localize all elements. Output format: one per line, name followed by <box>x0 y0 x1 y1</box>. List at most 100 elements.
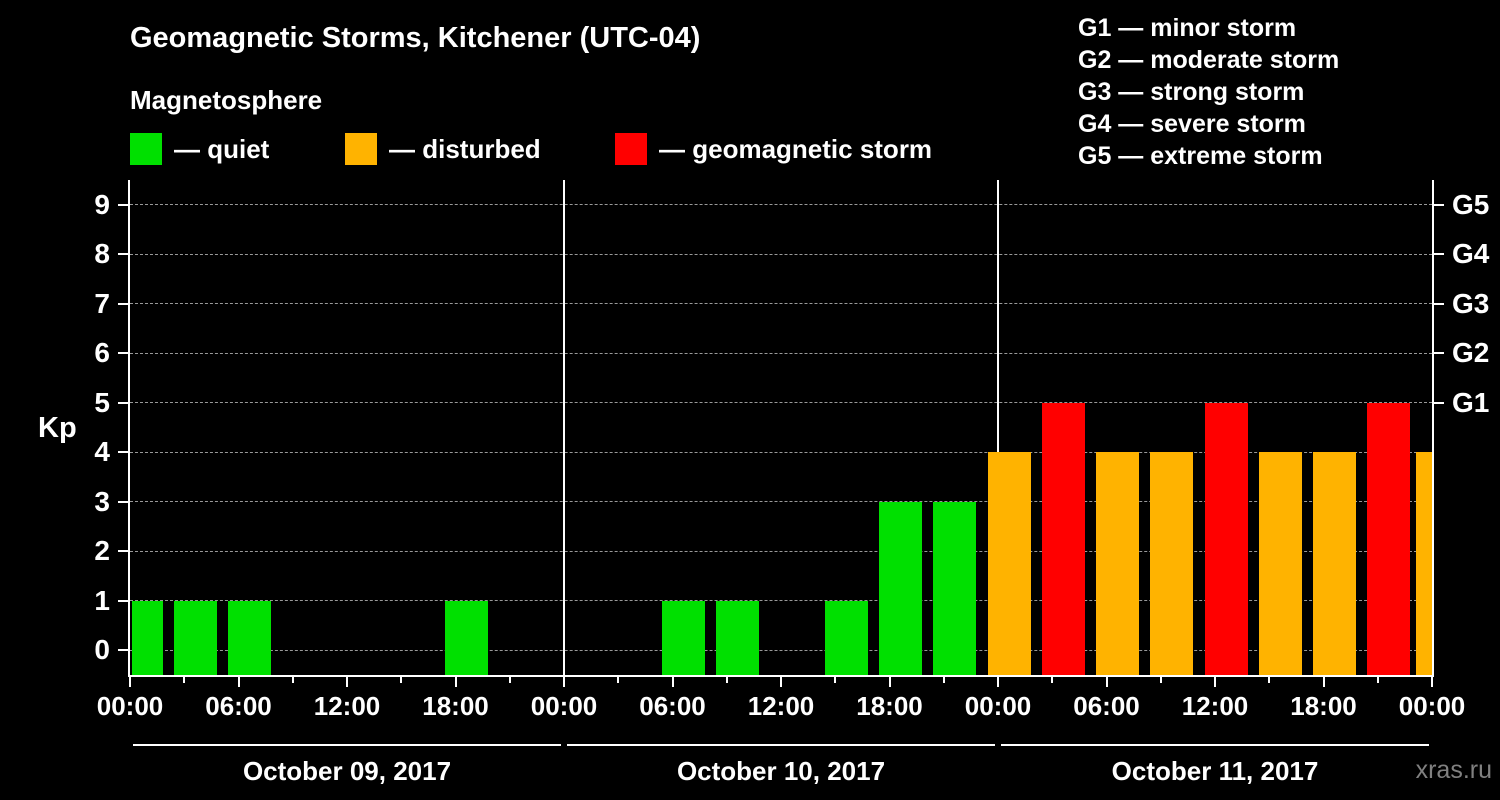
y-axis-tick-label: 3 <box>94 485 110 517</box>
y-axis-tick-label: 7 <box>94 287 110 319</box>
x-axis-tick-label: 12:00 <box>313 691 381 721</box>
storm-color-swatch <box>615 133 647 165</box>
day-bracket-line <box>567 744 995 746</box>
kp-bar <box>173 600 217 675</box>
legend-item-quiet: — quiet <box>130 132 269 166</box>
g-axis-tick <box>1432 352 1444 355</box>
watermark-xras: xras.ru <box>1415 756 1492 784</box>
x-axis-tick <box>1322 677 1325 687</box>
date-label: October 11, 2017 <box>1111 756 1319 786</box>
y-axis-tick <box>118 550 130 553</box>
x-axis-minor-tick <box>1376 677 1379 683</box>
x-axis-minor-tick <box>617 677 620 683</box>
g-axis-tick <box>1432 203 1444 206</box>
kp-bar <box>933 501 977 675</box>
kp-gridline <box>130 451 1432 453</box>
kp-bar <box>1150 452 1194 675</box>
chart-subtitle: Magnetosphere <box>130 85 323 115</box>
y-axis-tick <box>118 451 130 454</box>
g-axis-tick-label: G1 <box>1452 386 1490 418</box>
kp-bar-partial <box>1416 452 1432 675</box>
y-axis-line <box>128 180 130 677</box>
kp-bar <box>445 600 489 675</box>
x-axis-line <box>128 675 1434 677</box>
y-axis-tick <box>118 352 130 355</box>
y-axis-tick-label: 5 <box>94 386 110 418</box>
x-axis-tick-label: 18:00 <box>422 691 489 721</box>
x-axis-tick-label: 00:00 <box>1398 691 1466 721</box>
g-axis-tick-label: G5 <box>1452 188 1490 220</box>
kp-bar <box>716 600 760 675</box>
kp-gridline <box>130 253 1432 255</box>
kp-bar <box>824 600 868 675</box>
kp-gridline <box>130 550 1432 552</box>
x-axis-tick-label: 18:00 <box>1290 691 1357 721</box>
g1-legend-entry: G1 — minor storm <box>1078 14 1297 42</box>
y-axis-tick <box>118 500 130 503</box>
kp-gridline <box>130 204 1432 206</box>
x-axis-minor-tick <box>1159 677 1162 683</box>
x-axis-minor-tick <box>942 677 945 683</box>
kp-gridline <box>130 352 1432 354</box>
y-axis-tick <box>118 649 130 652</box>
y-axis-tick <box>118 599 130 602</box>
x-axis-tick-label: 06:00 <box>1073 691 1140 721</box>
g2-legend-entry: G2 — moderate storm <box>1078 46 1340 74</box>
date-label: October 09, 2017 <box>242 756 452 786</box>
quiet-color-swatch <box>130 133 162 165</box>
x-axis-tick-label: 00:00 <box>530 691 598 721</box>
legend-label-storm: — geomagnetic storm <box>659 133 933 164</box>
g-scale-legend: G1 — minor storm G2 — moderate storm G3 … <box>1078 12 1339 172</box>
y-axis-tick <box>118 302 130 305</box>
x-axis-tick-label: 12:00 <box>1181 691 1249 721</box>
y-axis-tick-label: 6 <box>94 337 110 369</box>
x-axis-minor-tick <box>400 677 403 683</box>
x-axis-minor-tick <box>1051 677 1054 683</box>
g-axis-tick <box>1432 401 1444 404</box>
day-bracket-line <box>1001 744 1429 746</box>
y-axis-tick-label: 2 <box>94 535 110 567</box>
x-axis-minor-tick <box>834 677 837 683</box>
x-axis-minor-tick <box>183 677 186 683</box>
disturbed-color-swatch <box>345 133 377 165</box>
x-axis-tick-label: 00:00 <box>96 691 164 721</box>
day-separator-line <box>563 180 565 675</box>
x-axis-minor-tick <box>291 677 294 683</box>
x-axis-tick <box>888 677 891 687</box>
y-axis-tick-label: 1 <box>94 584 110 616</box>
kp-bar <box>1313 452 1357 675</box>
kp-bar <box>1204 402 1248 675</box>
g-axis-tick-label: G3 <box>1452 287 1490 319</box>
kp-bar <box>1367 402 1411 675</box>
x-axis-tick-label: 06:00 <box>639 691 706 721</box>
x-axis-tick-label: 18:00 <box>856 691 923 721</box>
y-axis-tick-label: 0 <box>94 634 110 666</box>
x-axis-minor-tick <box>725 677 728 683</box>
y-axis-tick-label: 8 <box>94 238 110 270</box>
kp-gridline <box>130 402 1432 404</box>
x-axis-tick <box>237 677 240 687</box>
kp-bar <box>879 501 923 675</box>
x-axis-tick <box>563 677 565 687</box>
x-axis-tick <box>1214 677 1216 687</box>
g-axis-tick <box>1432 302 1444 305</box>
kp-bar <box>1096 452 1140 675</box>
kp-bar <box>1258 452 1302 675</box>
y-axis-tick <box>118 203 130 206</box>
date-label: October 10, 2017 <box>676 756 886 786</box>
kp-gridline <box>130 600 1432 602</box>
x-axis-tick-label: 12:00 <box>747 691 815 721</box>
page-title: Geomagnetic Storms, Kitchener (UTC-04) <box>130 22 701 54</box>
y-axis-tick-label: 4 <box>94 436 110 468</box>
g-axis-tick-label: G2 <box>1452 337 1490 369</box>
kp-gridline <box>130 501 1432 503</box>
kp-bar <box>662 600 706 675</box>
x-axis-tick <box>454 677 457 687</box>
y-axis-tick <box>118 253 130 256</box>
right-axis-line <box>1432 180 1434 677</box>
legend-item-disturbed: — disturbed <box>345 132 541 166</box>
legend-label-disturbed: — disturbed <box>389 133 541 164</box>
legend-item-storm: — geomagnetic storm <box>615 132 932 166</box>
